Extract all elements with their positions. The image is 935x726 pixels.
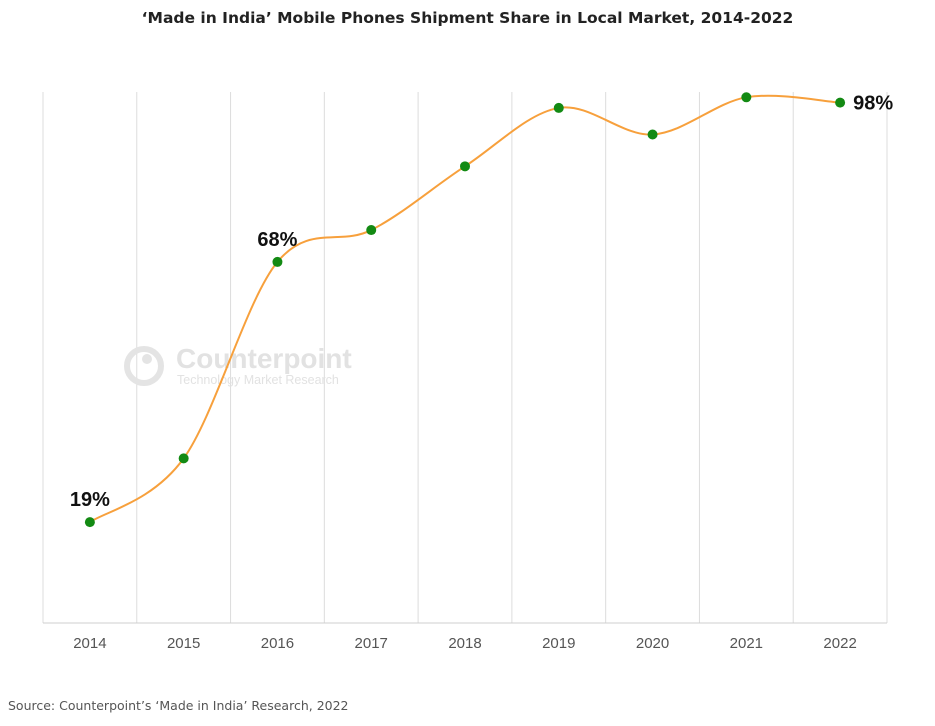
data-point	[647, 129, 658, 140]
x-tick-label: 2017	[355, 635, 388, 652]
data-point	[835, 97, 846, 108]
data-label: 98%	[853, 93, 893, 115]
data-label: 19%	[70, 489, 110, 511]
data-point	[272, 256, 283, 267]
data-point	[366, 225, 377, 236]
x-tick-label: 2020	[636, 635, 669, 652]
x-tick-label: 2018	[448, 635, 481, 652]
x-tick-label: 2014	[73, 635, 106, 652]
watermark-name: Counterpoint	[176, 343, 352, 374]
x-tick-label: 2015	[167, 635, 200, 652]
data-point	[741, 92, 752, 103]
chart-title: ‘Made in India’ Mobile Phones Shipment S…	[141, 9, 794, 27]
x-tick-label: 2022	[823, 635, 856, 652]
data-point	[84, 517, 95, 528]
data-point	[553, 102, 564, 113]
data-point	[460, 161, 470, 172]
x-tick-label: 2019	[542, 635, 575, 652]
watermark-tagline: Technology Market Research	[177, 373, 339, 387]
x-tick-label: 2021	[730, 635, 763, 652]
watermark-logo-icon	[124, 346, 164, 386]
data-point	[178, 453, 189, 464]
x-tick-label: 2016	[261, 635, 294, 652]
data-label: 68%	[257, 229, 297, 251]
watermark-logo-dot	[142, 354, 152, 364]
counterpoint-watermark: Counterpoint Technology Market Research	[124, 343, 352, 387]
series-line	[89, 94, 841, 523]
source-note: Source: Counterpoint’s ‘Made in India’ R…	[8, 698, 349, 713]
